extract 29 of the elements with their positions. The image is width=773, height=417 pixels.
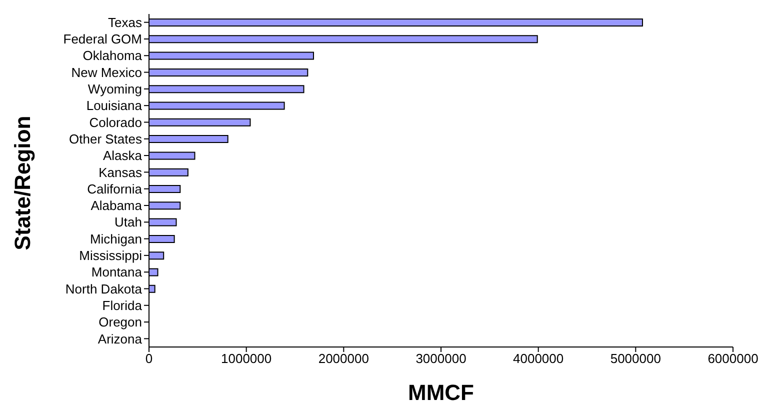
y-tick-label: California (87, 181, 143, 196)
y-tick-label: Kansas (98, 164, 142, 180)
x-tick-label: 5000000 (610, 351, 661, 366)
y-tick-label: Florida (102, 298, 143, 313)
y-tick-label: Alabama (90, 198, 143, 214)
y-tick-label: New Mexico (71, 64, 142, 80)
y-tick-label: Louisiana (86, 98, 143, 114)
x-tick-label: 1000000 (221, 351, 272, 366)
y-tick-label: Mississippi (79, 248, 142, 264)
y-tick-label: Colorado (89, 114, 142, 130)
y-tick-label: Oklahoma (82, 48, 143, 64)
y-tick-label: Oregon (98, 314, 142, 330)
y-tick-label: Texas (108, 14, 142, 30)
x-tick-label: 4000000 (513, 351, 564, 366)
y-tick-label: Michigan (90, 231, 142, 246)
x-tick-label: 0 (145, 351, 153, 366)
y-tick-label: Arizona (98, 331, 143, 346)
y-tick-label: Montana (91, 264, 143, 280)
x-tick-label: 2000000 (318, 351, 369, 366)
y-tick-label: Other States (69, 131, 142, 146)
x-tick-label: 3000000 (416, 351, 466, 366)
y-axis-title: State/Region (10, 116, 36, 250)
y-tick-label: Wyoming (88, 82, 142, 97)
x-axis-title: MMCF (407, 380, 475, 406)
y-tick-label: Alaska (102, 148, 143, 164)
x-tick-label: 6000000 (708, 351, 758, 366)
y-tick-label: Utah (114, 214, 142, 230)
y-tick-label: North Dakota (65, 281, 143, 296)
y-tick-label: Federal GOM (63, 32, 142, 47)
